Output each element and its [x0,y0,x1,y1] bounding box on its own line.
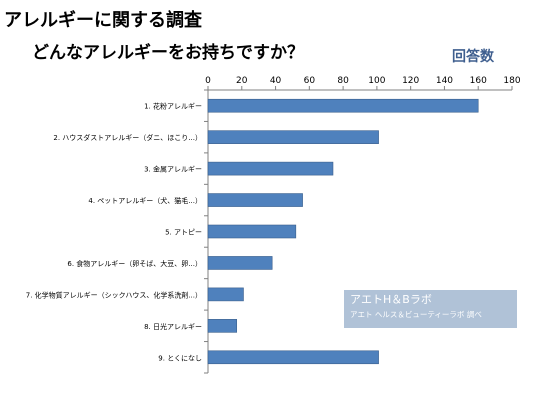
series-label: 回答数 [452,49,494,65]
x-tick-label: 40 [270,76,282,86]
bar [207,130,379,144]
category-label: 8. 日光アレルギー [144,322,202,331]
bar [207,98,479,113]
category-label: 7. 化学物質アレルギー（シックハウス、化学系洗剤...） [26,290,202,299]
bar [207,350,379,365]
category-label: 1. 花粉アレルギー [144,102,202,111]
bar [207,193,303,207]
bar [207,224,297,239]
x-tick-label: 0 [205,76,211,86]
category-label: 4. ペットアレルギー（犬、猫毛...） [88,196,202,205]
category-label: 3. 金属アレルギー [144,165,202,174]
category-label: 9. とくになし [158,354,202,362]
x-tick-label: 120 [402,76,419,86]
bar [207,319,238,333]
category-label: 5. アトピー [165,229,202,237]
x-tick-label: 140 [436,76,453,86]
bar [207,161,334,176]
bar [207,287,244,302]
chart-title: アレルギーに関する調査 [4,10,202,31]
x-tick-label: 160 [470,76,487,86]
watermark-box: アエトH＆Bラボ アエト ヘルス＆ビューティーラボ 調べ [344,290,517,328]
chart-subtitle: どんなアレルギーをお持ちですか？ [32,43,304,63]
x-tick-label: 180 [503,76,520,86]
bar [207,256,273,270]
watermark-line1: アエトH＆Bラボ [350,293,432,306]
category-label: 2. ハウスダストアレルギー（ダニ、ほこり...） [53,133,202,142]
watermark-line2: アエト ヘルス＆ビューティーラボ 調べ [350,310,482,319]
x-tick-label: 80 [337,76,349,86]
x-tick-label: 100 [368,76,385,86]
x-tick-label: 20 [236,76,248,86]
category-label: 6. 食物アレルギー（卵そば、大豆、卵...） [67,259,202,268]
x-tick-label: 60 [304,76,316,86]
